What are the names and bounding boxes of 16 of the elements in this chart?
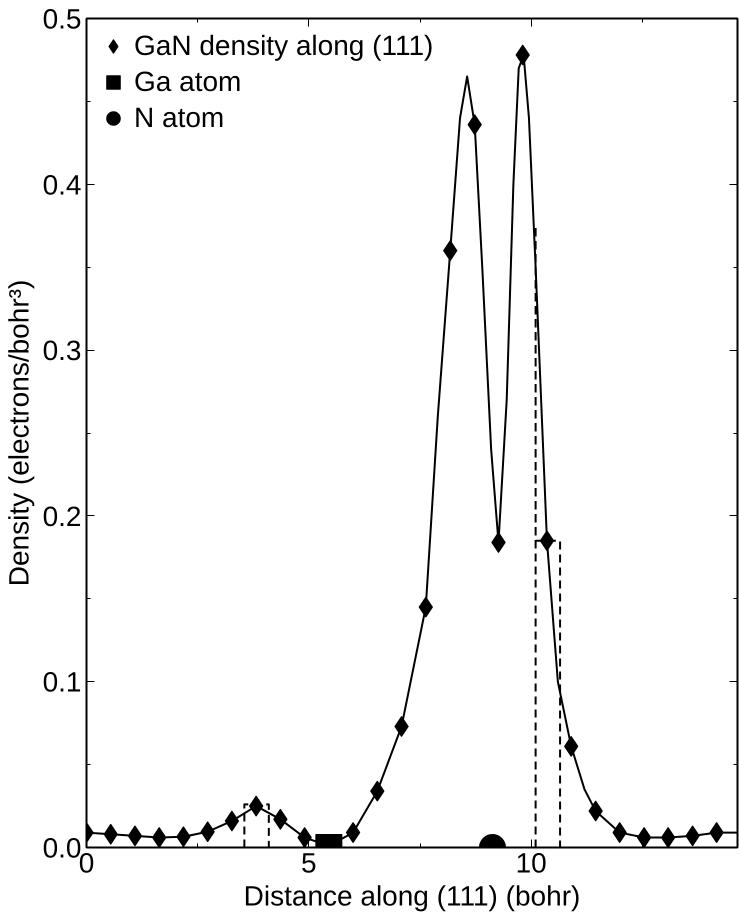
point bbox=[636, 827, 652, 848]
legend-label: Ga atom bbox=[134, 66, 242, 98]
x-axis-title: Distance along (111) (bohr) bbox=[244, 880, 580, 912]
y-tick-label: 0.1 bbox=[42, 666, 82, 698]
point bbox=[660, 827, 676, 848]
y-tick-label: 0.2 bbox=[42, 500, 82, 532]
y-tick-label: 0.5 bbox=[42, 4, 82, 34]
x-tick-label: 5 bbox=[301, 848, 317, 878]
legend-label: GaN density along (111) bbox=[134, 30, 434, 62]
y-tick-label: 0.4 bbox=[42, 169, 82, 200]
legend-label: N atom bbox=[134, 102, 224, 134]
y-axis-title: Density (electrons/bohr³) bbox=[4, 280, 35, 586]
y-tick-label: 0.3 bbox=[42, 335, 82, 366]
point bbox=[297, 827, 312, 848]
x-tick-label: 10 bbox=[516, 848, 547, 878]
point bbox=[152, 827, 166, 848]
